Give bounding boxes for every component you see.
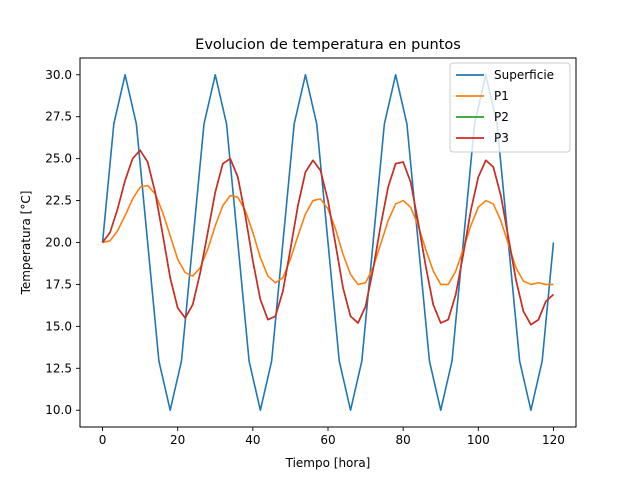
x-tick-label: 120 bbox=[542, 433, 565, 447]
x-tick-label: 0 bbox=[99, 433, 107, 447]
y-tick-label: 25.0 bbox=[45, 152, 72, 166]
axes-frame bbox=[79, 57, 577, 428]
x-tick-label: 40 bbox=[245, 433, 260, 447]
legend-label-p1: P1 bbox=[494, 89, 509, 103]
y-tick-label: 30.0 bbox=[45, 68, 72, 82]
y-axis-ticks: 10.0 12.5 15.0 17.5 20.0 22.5 25.0 27.5 30.0 bbox=[45, 68, 80, 417]
x-axis-label: Tiempo [hora] bbox=[285, 456, 371, 470]
chart-title: Evolucion de temperatura en puntos bbox=[195, 37, 461, 53]
legend-label-p3: P3 bbox=[494, 131, 509, 145]
legend: Superficie P1 P2 P3 bbox=[449, 62, 571, 153]
y-tick-label: 20.0 bbox=[45, 236, 72, 250]
y-tick-label: 17.5 bbox=[45, 277, 72, 291]
legend-label-superficie: Superficie bbox=[494, 68, 554, 82]
y-axis-label: Temperatura [°C] bbox=[19, 191, 33, 296]
y-tick-label: 27.5 bbox=[45, 110, 72, 124]
legend-box bbox=[449, 62, 571, 153]
y-tick-label: 10.0 bbox=[45, 403, 72, 417]
x-tick-label: 60 bbox=[320, 433, 335, 447]
y-tick-label: 12.5 bbox=[45, 361, 72, 375]
y-tick-label: 22.5 bbox=[45, 194, 72, 208]
legend-label-p2: P2 bbox=[494, 110, 509, 124]
series-line-p3 bbox=[101, 149, 554, 326]
x-tick-label: 100 bbox=[467, 433, 490, 447]
x-tick-label: 80 bbox=[396, 433, 411, 447]
series-line-p1 bbox=[102, 184, 554, 286]
x-axis-ticks: 0 20 40 60 80 100 120 bbox=[99, 427, 565, 447]
x-tick-label: 20 bbox=[170, 433, 185, 447]
y-tick-label: 15.0 bbox=[45, 319, 72, 333]
